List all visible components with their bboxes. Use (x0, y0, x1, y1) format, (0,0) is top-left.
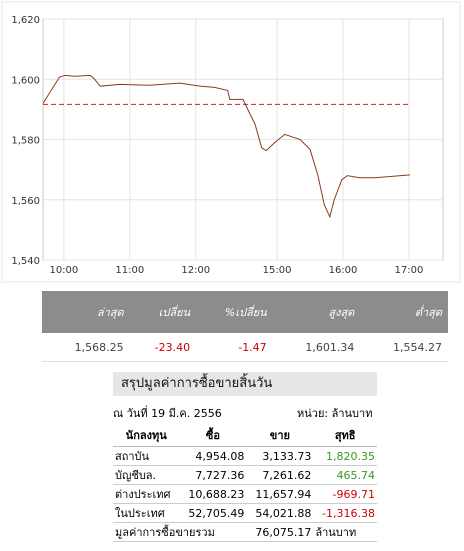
summary-header-cell: สุทธิ (313, 424, 377, 447)
y-tick-label: 1,580 (11, 136, 40, 147)
quote-header-cell: %เปลี่ยน (196, 291, 273, 333)
summary-header: นักลงทุน ซื้อ ขาย สุทธิ (113, 424, 377, 447)
y-tick-label: 1,620 (11, 15, 40, 26)
summary-total-label: มูลค่าการซื้อขายรวม (113, 522, 247, 542)
quote-header-cell: ต่ำสุด (360, 291, 448, 333)
quote-header-cell: เปลี่ยน (129, 291, 197, 333)
summary-cell: สถาบัน (113, 446, 180, 466)
price-line (42, 74, 411, 219)
y-tick-label: 1,540 (11, 256, 40, 267)
y-tick-label: 1,600 (11, 75, 40, 86)
summary-cell: 7,261.62 (246, 465, 314, 485)
summary-row: บัญชีบล. 7,727.36 7,261.62 465.74 (113, 465, 377, 485)
x-tick-label: 15:00 (263, 265, 292, 276)
summary-cell: 465.74 (313, 465, 377, 485)
summary-cell: บัญชีบล. (113, 465, 180, 485)
quote-value: 1,554.27 (360, 333, 448, 362)
x-tick-label: 12:00 (181, 265, 210, 276)
summary-cell: -1,316.38 (313, 503, 377, 523)
summary-cell: 11,657.94 (246, 484, 314, 504)
y-tick-label: 1,560 (11, 196, 40, 207)
summary-header-cell: ซื้อ (179, 424, 247, 447)
summary-row: ในประเทศ 52,705.49 54,021.88 -1,316.38 (113, 503, 377, 523)
summary-total: มูลค่าการซื้อขายรวม 76,075.17 ล้านบาท (113, 522, 377, 542)
x-tick-label: 10:00 (49, 265, 78, 276)
summary-cell: 10,688.23 (179, 484, 247, 504)
quote-value: -23.40 (129, 333, 197, 362)
summary-row: สถาบัน 4,954.08 3,133.73 1,820.35 (113, 446, 377, 466)
summary-header-cell: ขาย (246, 424, 314, 447)
quote-header-cell: สูงสุด (272, 291, 361, 333)
x-tick-label: 17:00 (395, 265, 424, 276)
summary-unit: หน่วย: ล้านบาท (297, 407, 373, 420)
summary-cell: 52,705.49 (179, 503, 247, 523)
x-tick-label: 11:00 (115, 265, 144, 276)
summary-cell: 3,133.73 (246, 446, 314, 466)
quote-header-cell: ล่าสุด (42, 291, 130, 333)
quote-value: 1,568.25 (42, 333, 130, 362)
summary-cell: -969.71 (313, 484, 377, 504)
summary-cell: 7,727.36 (179, 465, 247, 485)
summary-table: นักลงทุน ซื้อ ขาย สุทธิ สถาบัน 4,954.08 3,133.… (113, 424, 377, 542)
quote-value: -1.47 (196, 333, 273, 362)
quote-table: ล่าสุด เปลี่ยน %เปลี่ยน สูงสุด ต่ำสุด 1,568.… (42, 291, 448, 362)
summary-header-cell: นักลงทุน (113, 424, 180, 447)
summary-cell: ต่างประเทศ (113, 484, 180, 504)
summary-title: สรุปมูลค่าการซื้อขายสิ้นวัน (113, 372, 377, 396)
summary-cell: 4,954.08 (179, 446, 247, 466)
summary-total-unit: ล้านบาท (313, 522, 377, 542)
quote-header: ล่าสุด เปลี่ยน %เปลี่ยน สูงสุด ต่ำสุด (42, 291, 448, 333)
summary-cell: 1,820.35 (313, 446, 377, 466)
summary-cell: ในประเทศ (113, 503, 180, 523)
summary-total-value: 76,075.17 (246, 522, 314, 542)
x-tick-label: 16:00 (329, 265, 358, 276)
summary-cell: 54,021.88 (246, 503, 314, 523)
quote-values: 1,568.25 -23.40 -1.47 1,601.34 1,554.27 (42, 333, 448, 362)
summary-row: ต่างประเทศ 10,688.23 11,657.94 -969.71 (113, 484, 377, 504)
chart: 1,540 1,560 1,580 1,600 1,620 10:00 11:00 12:00… (1, 1, 461, 283)
summary-date: ณ วันที่ 19 มี.ค. 2556 (113, 407, 222, 420)
quote-value: 1,601.34 (272, 333, 361, 362)
